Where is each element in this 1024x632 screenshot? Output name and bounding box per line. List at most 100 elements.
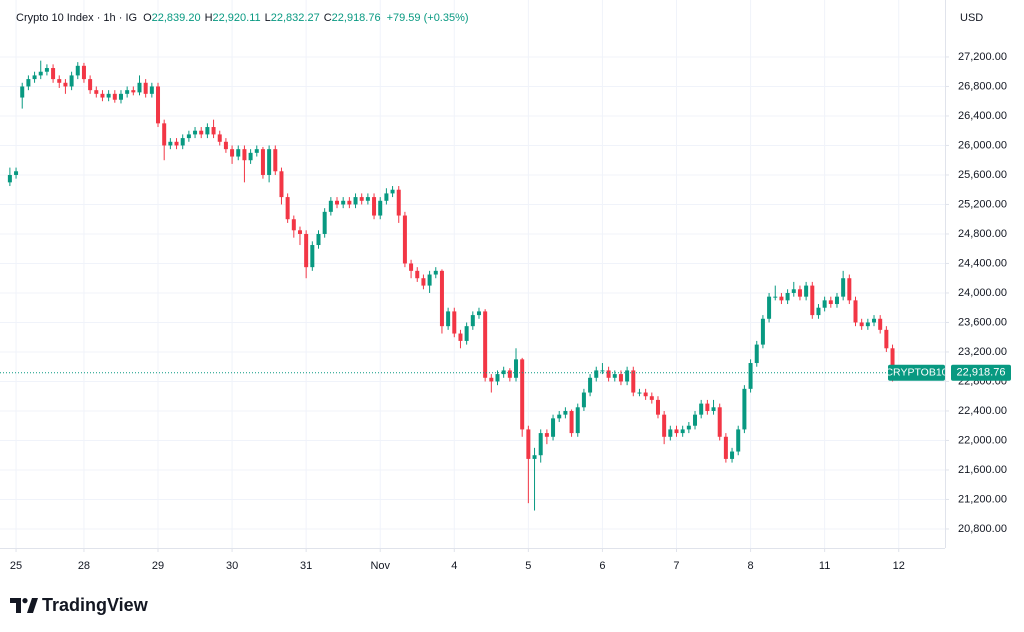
candle-body (711, 407, 716, 411)
field-value: 22,839.20 (152, 12, 201, 24)
candle-body (736, 429, 741, 452)
candle-body (773, 296, 778, 298)
candle-body (26, 79, 31, 87)
candle-body (285, 197, 290, 220)
candle-body (884, 329, 889, 349)
y-tick-label: 24,400.00 (958, 257, 1007, 269)
candle-body (372, 197, 377, 216)
y-tick-label: 20,800.00 (958, 523, 1007, 535)
candle-body (779, 296, 784, 301)
candle-body (507, 370, 512, 378)
candle-body (717, 407, 722, 437)
candle-body (254, 149, 259, 153)
candle-body (742, 388, 747, 430)
candle-body (551, 418, 556, 437)
candle-body (51, 68, 56, 80)
candle-body (322, 211, 327, 234)
candle-body (569, 410, 574, 434)
candle-body (538, 433, 543, 456)
candle-body (57, 79, 62, 83)
candle-body (834, 296, 839, 305)
candle-body (501, 370, 506, 375)
candle-body (242, 149, 247, 161)
candle-body (223, 141, 228, 150)
field-value: 22,832.27 (271, 12, 320, 24)
candle-body (384, 193, 389, 201)
candle-body (279, 171, 284, 198)
field-key: O (143, 12, 152, 24)
candle-body (680, 429, 685, 434)
candle-body (205, 127, 210, 135)
field-key: C (324, 12, 332, 24)
y-tick-label: 24,800.00 (958, 228, 1007, 240)
y-tick-label: 26,800.00 (958, 80, 1007, 92)
candle-body (291, 219, 296, 231)
x-tick-label: Nov (370, 560, 390, 572)
candle-body (131, 90, 136, 93)
candle-body (581, 392, 586, 408)
candle-body (767, 296, 772, 319)
candle-body (699, 403, 704, 415)
candle-body (236, 149, 241, 157)
candle-body (316, 233, 321, 246)
candle-body (359, 197, 364, 201)
candle-body (7, 174, 12, 183)
candle-body (112, 93, 117, 100)
y-tick-label: 22,400.00 (958, 405, 1007, 417)
candle-body (822, 300, 827, 308)
candle-body (804, 285, 809, 297)
candle-body (38, 71, 43, 76)
symbol-tag (888, 364, 945, 381)
candle-body (162, 123, 167, 146)
candle-body (730, 451, 735, 459)
candle-body (618, 374, 623, 382)
candle-body (88, 79, 93, 91)
y-tick-label: 21,200.00 (958, 493, 1007, 505)
candle-body (402, 215, 407, 264)
candle-body (390, 189, 395, 194)
change: +79.59 (+0.35%) (387, 12, 469, 24)
field-key: H (205, 12, 213, 24)
y-tick-label: 27,200.00 (958, 51, 1007, 63)
field-value: 22,920.11 (213, 12, 261, 24)
candle-body (878, 318, 883, 330)
candle-body (100, 93, 105, 98)
candle-body (347, 200, 352, 205)
candle-body (94, 90, 99, 94)
candle-body (310, 245, 315, 268)
candle-body (353, 197, 358, 205)
candle-body (69, 75, 74, 87)
candle-body (156, 86, 161, 124)
candle-body (75, 65, 80, 76)
candle-body (872, 318, 877, 323)
candle-body (514, 359, 519, 378)
candle-body (655, 399, 660, 415)
candle-body (816, 307, 821, 316)
candle-body (143, 82, 148, 94)
candle-body (748, 363, 753, 389)
x-tick-label: 30 (226, 560, 238, 572)
candle-body (859, 322, 864, 327)
candle-body (248, 152, 253, 161)
candle-body (14, 171, 19, 175)
x-tick-label: 29 (152, 560, 164, 572)
candle-body (841, 278, 846, 297)
candle-body (433, 270, 438, 275)
candle-body (828, 300, 833, 305)
candle-body (625, 370, 630, 382)
candle-body (106, 93, 111, 98)
brand: TradingView (42, 595, 149, 615)
candle-body (378, 200, 383, 216)
candle-body (217, 134, 222, 142)
logo-mark (10, 598, 21, 613)
x-tick-label: 7 (673, 560, 679, 572)
candle-body (476, 311, 481, 316)
x-tick-label: 4 (451, 560, 457, 572)
y-tick-label: 23,200.00 (958, 346, 1007, 358)
logo-mark (22, 598, 28, 604)
x-tick-label: 5 (525, 560, 531, 572)
y-tick-label: 22,000.00 (958, 434, 1007, 446)
candle-body (297, 230, 302, 234)
candle-body (495, 374, 500, 382)
